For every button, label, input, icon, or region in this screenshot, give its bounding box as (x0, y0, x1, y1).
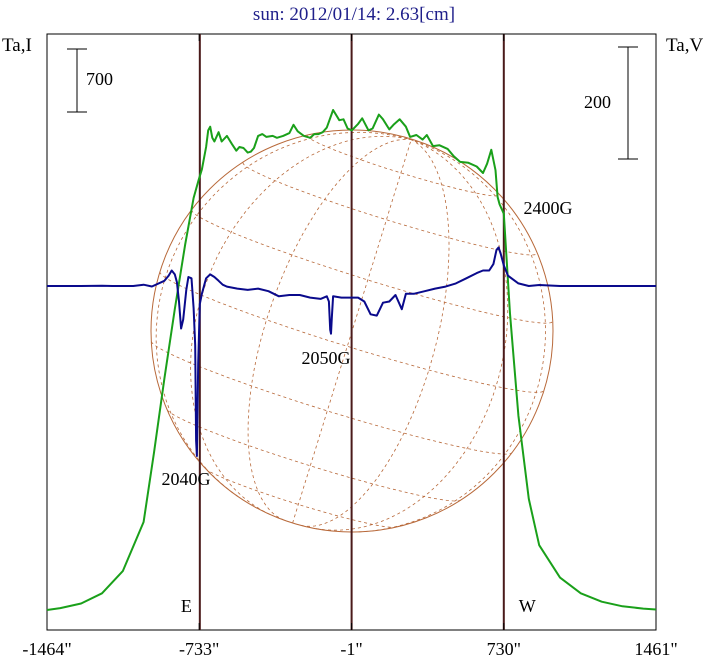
scale-bar-value: 700 (86, 69, 113, 89)
x-tick-label: 1461" (634, 639, 677, 659)
disk-latitude-line (306, 135, 500, 197)
x-axis-ticks: -1464" -733" -1" 730" 1461" (22, 34, 678, 659)
series-line-V (47, 246, 656, 457)
disk-longitude-line (301, 139, 450, 527)
field-labels: 2040G 2050G 2400G (162, 198, 573, 489)
field-label: 2400G (524, 198, 573, 218)
disk-longitude-line (316, 139, 509, 531)
scale-bar (67, 48, 87, 113)
marker-label: E (181, 596, 192, 616)
x-tick-label: -733" (179, 639, 219, 659)
disk-latitude-line (191, 209, 554, 324)
disk-longitude-line (155, 131, 412, 497)
series-line-I (46, 109, 657, 611)
x-tick-label: -1" (340, 639, 362, 659)
series-layer (46, 109, 657, 611)
solar-disk (150, 129, 554, 533)
x-tick-label: -1464" (22, 639, 71, 659)
disk-latitude-line (242, 162, 538, 256)
right-axis-label: Ta,V (666, 35, 703, 56)
scale-bar (618, 46, 638, 160)
scale-bars: 700 200 (67, 46, 638, 160)
scale-bar-value: 200 (584, 92, 611, 112)
left-axis-label: Ta,I (2, 35, 32, 56)
disk-grid (150, 131, 554, 533)
disk-latitude-line (167, 409, 460, 502)
field-label: 2050G (302, 348, 351, 368)
disk-longitude-line (247, 138, 412, 521)
field-label: 2040G (162, 469, 211, 489)
disk-longitude-line (292, 139, 412, 524)
x-tick-label: 730" (487, 639, 521, 659)
disk-latitude-line (205, 468, 396, 528)
disk-longitude-line (190, 136, 412, 515)
disk-longitude-line (352, 139, 546, 533)
marker-label: W (519, 596, 536, 616)
vertical-markers (198, 34, 505, 630)
disk-latitude-line (150, 341, 512, 455)
chart-title: sun: 2012/01/14: 2.63[cm] (253, 4, 455, 25)
